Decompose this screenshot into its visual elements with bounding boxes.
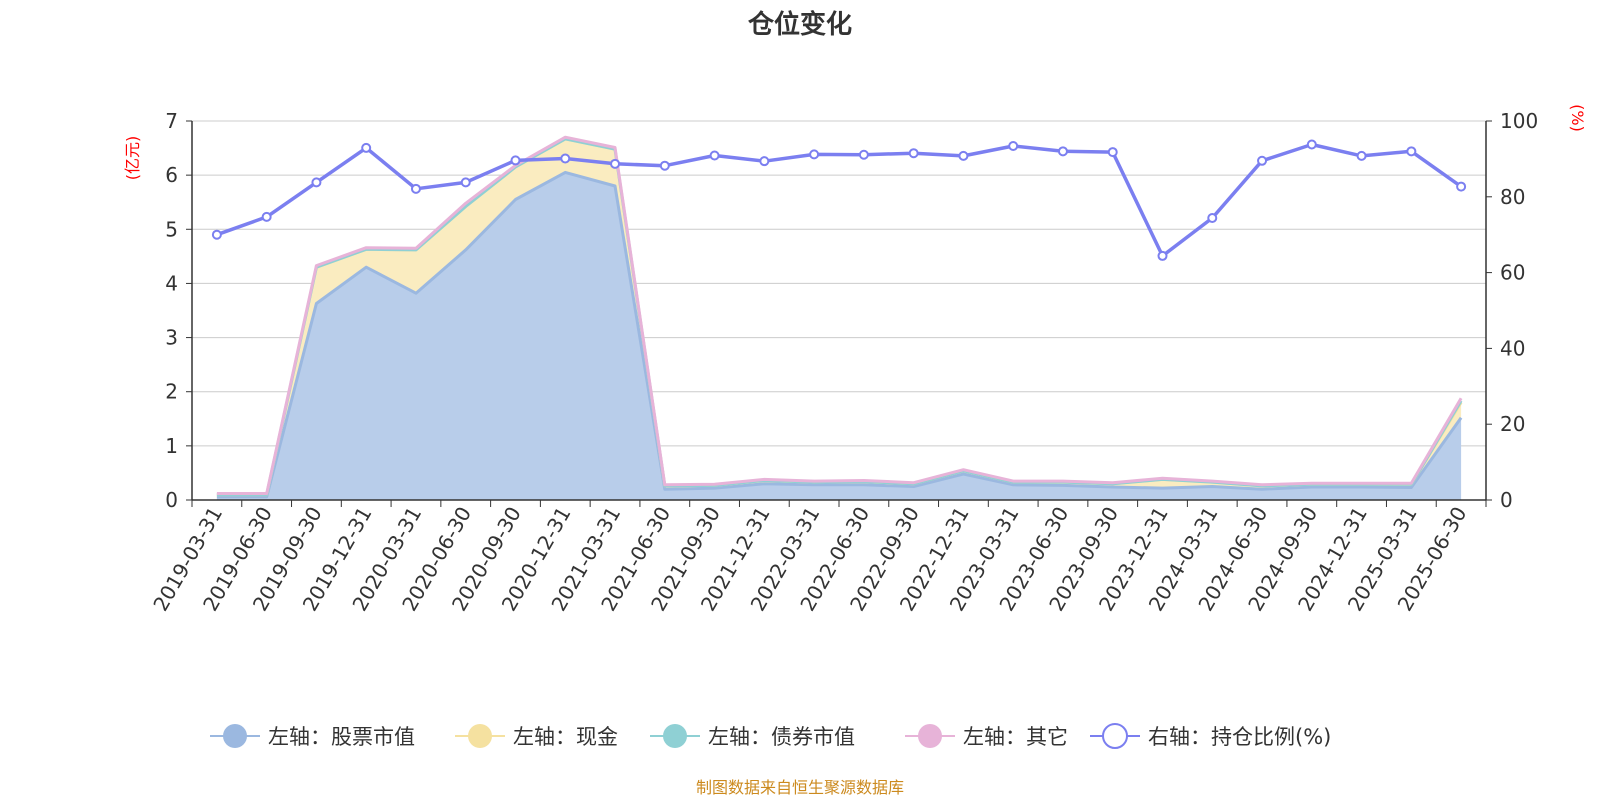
right-tick-label: 40 [1500,336,1525,360]
holding-ratio-line [211,139,1467,261]
holding-ratio-point [858,149,869,160]
left-tick-label: 0 [165,488,178,512]
legend-marker [918,724,942,748]
area-edge-左轴：其它 [216,135,1463,495]
left-tick-label: 6 [165,163,178,187]
area-edge-左轴：股票市值 [216,170,1463,499]
left-tick-label: 1 [165,434,178,458]
holding-ratio-point [1456,181,1467,192]
left-tick-label: 2 [165,380,178,404]
right-axis-unit: (%) [1568,104,1587,132]
holding-ratio-point [361,142,372,153]
legend-label: 左轴：现金 [513,725,618,749]
legend-marker [468,724,492,748]
holding-ratio-point [1356,150,1367,161]
legend-marker [663,724,687,748]
legend-item: 左轴：其它 [905,724,1068,749]
left-tick-label: 5 [165,217,178,241]
holding-ratio-polyline [216,142,1463,258]
legend-label: 左轴：股票市值 [268,725,415,749]
holding-ratio-point [1057,146,1068,157]
holding-ratio-point [759,156,770,167]
holding-ratio-point [809,149,820,160]
holding-ratio-point [1406,146,1417,157]
chart-title: 仓位变化 [747,9,852,40]
right-tick-label: 60 [1500,261,1525,285]
holding-ratio-point [1008,141,1019,152]
legend-item: 左轴：债券市值 [650,724,855,749]
legend-marker [223,724,247,748]
holding-ratio-point [1157,250,1168,261]
legend-marker [1102,723,1128,749]
holding-ratio-point [560,153,571,164]
holding-ratio-point [311,177,322,188]
left-tick-label: 4 [165,271,178,295]
right-tick-label: 0 [1500,488,1513,512]
holding-ratio-point [1107,147,1118,158]
left-axis-unit: (亿元) [123,136,142,181]
legend-item: 左轴：股票市值 [210,724,415,749]
holding-ratio-point [908,148,919,159]
data-source-note: 制图数据来自恒生聚源数据库 [696,778,904,797]
legend-label: 左轴：债券市值 [708,725,855,749]
holding-ratio-point [958,150,969,161]
holding-ratio-point [211,229,222,240]
area-左轴：股票市值 [216,172,1462,500]
holding-ratio-point [1257,155,1268,166]
left-tick-label: 3 [165,326,178,350]
legend-label: 左轴：其它 [963,725,1068,749]
legend-item: 右轴：持仓比例(%) [1090,723,1331,749]
legend-label: 右轴：持仓比例(%) [1148,725,1331,749]
right-tick-label: 100 [1500,109,1538,133]
left-tick-label: 7 [165,109,178,133]
legend-item: 左轴：现金 [455,724,618,749]
stacked-areas [216,135,1463,500]
holding-ratio-point [1306,139,1317,150]
holding-ratio-point [261,211,272,222]
holding-ratio-point [410,183,421,194]
holding-ratio-point [659,160,670,171]
holding-ratio-point [460,177,471,188]
legend: 左轴：股票市值 左轴：现金 左轴：债券市值 左轴：其它 右轴：持仓比例(%) [210,723,1331,749]
right-tick-label: 20 [1500,412,1525,436]
holding-ratio-point [709,150,720,161]
holding-ratio-point [610,158,621,169]
holding-ratio-point [1207,213,1218,224]
holding-ratio-point [510,155,521,166]
right-tick-label: 80 [1500,185,1525,209]
